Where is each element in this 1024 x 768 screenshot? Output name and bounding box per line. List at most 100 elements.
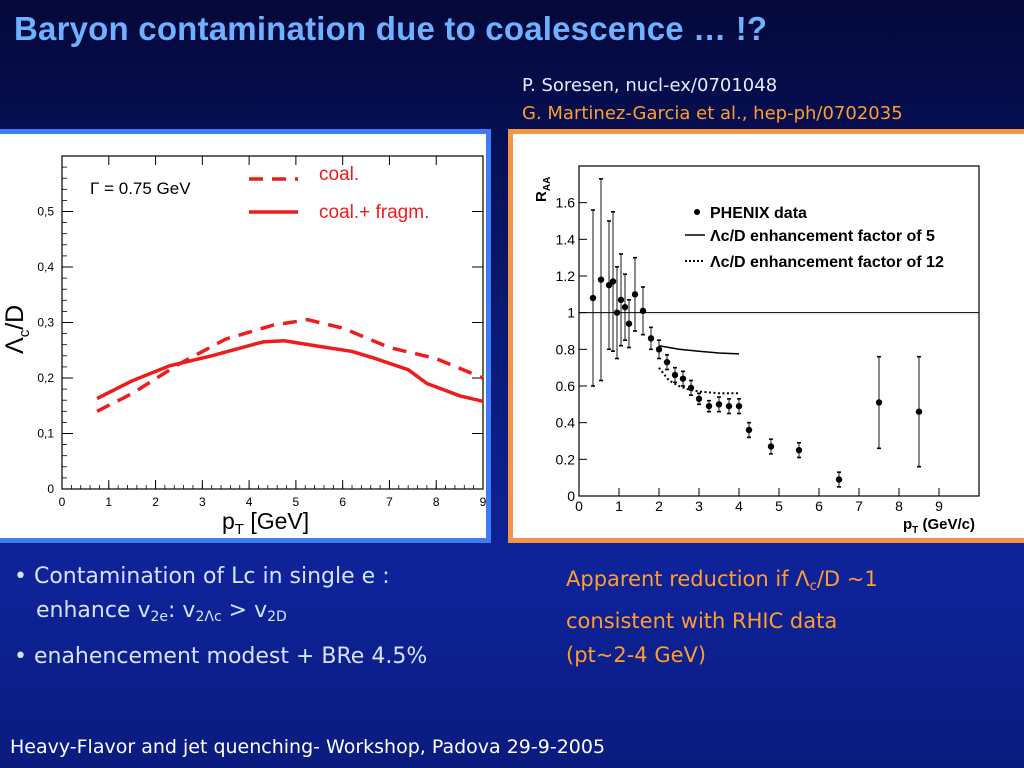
note-sub-c: c: [809, 579, 817, 594]
legend-label-coal-fragm: coal.+ fragm.: [319, 202, 429, 223]
reference-martinez: G. Martinez-Garcia et al., hep-ph/070203…: [522, 103, 903, 124]
data-point: [875, 399, 883, 406]
x-tick-label: 6: [815, 498, 823, 514]
data-point: [631, 291, 639, 298]
y-ticks: 0 0.2 0.4 0.6 0.8 1 1.2 1.4 1.6: [556, 195, 587, 504]
reference-soresen: P. Soresen, nucl-ex/0701048: [522, 75, 778, 96]
v2-colon: : v: [168, 598, 196, 623]
y-tick-label: 1.2: [556, 268, 576, 284]
data-point: [597, 276, 605, 283]
x-tick-label: 7: [386, 495, 393, 509]
x-tick-label: 8: [433, 495, 440, 509]
y-tick-label: 0: [567, 488, 575, 504]
data-point: [655, 346, 663, 353]
series-line-factor5: [658, 344, 740, 355]
v2-gt: > v: [221, 598, 268, 623]
y-tick-label: 1.4: [556, 231, 576, 247]
data-point: [647, 335, 655, 342]
data-point: [795, 446, 803, 454]
data-point: [639, 307, 647, 315]
y-tick-label: 0.6: [556, 378, 576, 394]
sub-2lc: 2Λc: [195, 609, 222, 625]
legend-label-phenix: PHENIX data: [710, 205, 807, 222]
y-tick-label: 1: [567, 305, 575, 321]
y-axis-title: Λc/D: [1, 305, 33, 354]
series-group: [589, 178, 923, 488]
x-tick-label: 0: [59, 495, 66, 509]
y-axis-title: RAA: [533, 177, 553, 202]
bullet-enhance-v2: enhance v2e: v2Λc > v2D: [14, 594, 484, 634]
x-axis-title: pT (GeV/c): [903, 516, 975, 536]
series-line-factor12: [658, 367, 739, 395]
x-tick-label: 1: [615, 498, 623, 514]
data-point: [745, 426, 753, 434]
y-tick-label: 1.6: [556, 195, 576, 211]
x-tick-label: 6: [339, 495, 346, 509]
bullet-list: • Contamination of Lc in single e : enha…: [14, 560, 484, 674]
y-tick-label: 0,5: [37, 205, 54, 219]
sub-2e: 2e: [150, 609, 169, 625]
data-point: [671, 371, 679, 379]
data-point: [625, 320, 633, 327]
note-pre: Apparent reduction if Λ: [566, 567, 810, 591]
y-tick-label: 0,1: [37, 427, 54, 441]
x-tick-label: 3: [199, 495, 206, 509]
x-tick-label: 2: [152, 495, 159, 509]
data-point: [617, 296, 625, 304]
data-point: [663, 358, 671, 366]
x-ticks: 0 1 2 3 4 5 6 7 8 9: [59, 156, 487, 509]
data-point: [613, 309, 621, 316]
v2-text-pre: enhance v: [36, 598, 151, 623]
data-point: [835, 476, 843, 483]
data-point: [767, 443, 775, 450]
gamma-annotation: Γ = 0.75 GeV: [90, 179, 191, 198]
y-ticks: 0 0,1 0,2 0,3 0,4 0,5: [37, 155, 483, 496]
svg-text:pT (GeV/c): pT (GeV/c): [903, 516, 975, 536]
x-tick-label: 2: [655, 498, 663, 514]
slide-title: Baryon contamination due to coalescence …: [14, 10, 768, 47]
raa-phenix-chart: 0 1 2 3 4 5 6 7 8 9 0 0.2 0.4 0.6 0.8 1 1.2 1.4 1.6 PHENI…: [533, 165, 980, 536]
y-tick-label: 0.4: [556, 415, 576, 431]
sub-2d: 2D: [267, 609, 287, 625]
data-point: [695, 395, 703, 403]
svg-text:RAA: RAA: [533, 177, 553, 202]
x-tick-label: 4: [735, 498, 743, 514]
data-point: [735, 402, 743, 410]
data-point: [679, 375, 687, 382]
left-chart-panel: 0 1 2 3 4 5 6 7 8 9 0 0,1 0,2 0,3 0,4 0,5 Γ = 0.75 GeV…: [0, 129, 491, 543]
legend-label-factor12: Λc/D enhancement factor of 12: [710, 254, 944, 271]
series-line-coal-fragm: [96, 339, 484, 404]
y-tick-label: 0,2: [37, 371, 54, 385]
x-tick-label: 5: [293, 495, 300, 509]
footer: Heavy-Flavor and jet quenching- Workshop…: [10, 736, 606, 758]
data-point: [609, 278, 617, 285]
y-tick-label: 0: [47, 482, 54, 496]
y-tick-label: 0,4: [37, 260, 54, 274]
note-line3: (pt~2-4 GeV): [566, 643, 707, 667]
data-point: [589, 294, 597, 302]
y-tick-label: 0.8: [556, 341, 576, 357]
data-point: [705, 402, 713, 410]
series-group: [96, 317, 484, 413]
x-ticks: 0 1 2 3 4 5 6 7 8 9: [575, 488, 943, 514]
data-point: [915, 408, 923, 415]
y-tick-label: 0.2: [556, 451, 576, 467]
bullet-enhancement-modest: • enahencement modest + BRe 4.5%: [14, 644, 428, 669]
x-tick-label: 3: [695, 498, 703, 514]
legend-label-coal: coal.: [319, 164, 359, 185]
y-tick-label: 0,3: [37, 316, 54, 330]
right-chart-panel: 0 1 2 3 4 5 6 7 8 9 0 0.2 0.4 0.6 0.8 1 1.2 1.4 1.6 PHENI…: [508, 129, 1024, 543]
note-line1: Apparent reduction if Λc/D ~1: [566, 562, 878, 604]
references: P. Soresen, nucl-ex/0701048 G. Martinez-…: [522, 72, 903, 128]
x-tick-label: 8: [895, 498, 903, 514]
note-post: /D ~1: [816, 567, 878, 591]
data-point: [725, 402, 733, 410]
lambda-c-over-d-chart: 0 1 2 3 4 5 6 7 8 9 0 0,1 0,2 0,3 0,4 0,5 Γ = 0.75 GeV…: [1, 155, 487, 538]
x-axis-title: pT [GeV]: [222, 508, 309, 538]
bullet-contamination: • Contamination of Lc in single e :: [14, 564, 390, 589]
svg-text:pT [GeV]: pT [GeV]: [222, 508, 309, 538]
data-point: [715, 401, 723, 408]
apparent-reduction-note: Apparent reduction if Λc/D ~1 consistent…: [566, 562, 878, 672]
series-line-coal: [96, 317, 484, 413]
note-line2: consistent with RHIC data: [566, 609, 838, 633]
